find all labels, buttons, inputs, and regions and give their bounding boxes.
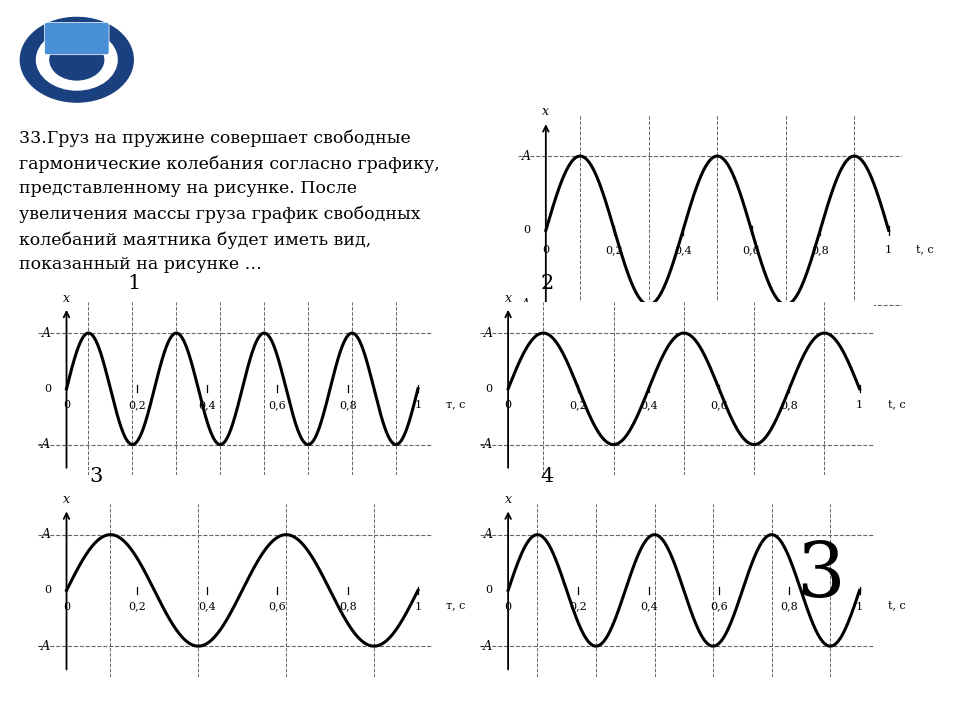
Text: 0: 0 — [486, 384, 492, 394]
Text: 0,8: 0,8 — [780, 601, 798, 611]
Text: 0,2: 0,2 — [128, 400, 146, 410]
Text: т, c: т, c — [446, 399, 466, 409]
FancyBboxPatch shape — [44, 22, 109, 55]
Text: -A: -A — [479, 639, 492, 652]
Text: 0: 0 — [542, 246, 549, 256]
Text: 1: 1 — [415, 400, 421, 410]
Text: 0: 0 — [44, 384, 51, 394]
Text: 4: 4 — [540, 467, 554, 486]
Text: 0,6: 0,6 — [710, 400, 728, 410]
Text: 0,4: 0,4 — [198, 400, 216, 410]
Text: -A: -A — [37, 639, 51, 652]
Text: 33.Груз на пружине совершает свободные
гармонические колебания согласно графику,: 33.Груз на пружине совершает свободные г… — [19, 130, 440, 274]
Text: t, c: t, c — [888, 600, 905, 611]
Text: 0,6: 0,6 — [743, 246, 760, 256]
Text: 2: 2 — [540, 274, 554, 293]
Text: 0: 0 — [486, 585, 492, 595]
Text: A: A — [42, 528, 51, 541]
Text: 0: 0 — [505, 400, 512, 410]
Text: -A: -A — [479, 438, 492, 451]
Text: t, c: t, c — [916, 244, 934, 253]
Text: t, c: t, c — [888, 399, 905, 409]
Text: 1: 1 — [856, 400, 863, 410]
Text: 0,2: 0,2 — [128, 601, 146, 611]
Text: A: A — [484, 327, 492, 340]
Text: 0,4: 0,4 — [198, 601, 216, 611]
Text: 0,8: 0,8 — [339, 400, 356, 410]
Text: x: x — [505, 292, 512, 305]
Text: 0,4: 0,4 — [674, 246, 692, 256]
Text: x: x — [63, 292, 70, 305]
Text: 0,4: 0,4 — [639, 400, 658, 410]
Text: 0,2: 0,2 — [569, 601, 588, 611]
Circle shape — [50, 40, 104, 80]
Text: 0: 0 — [63, 400, 70, 410]
Text: 1: 1 — [856, 601, 863, 611]
Text: 0: 0 — [44, 585, 51, 595]
Text: 0: 0 — [523, 225, 531, 235]
Text: 1: 1 — [128, 274, 141, 293]
Text: 0,4: 0,4 — [639, 601, 658, 611]
Text: 0,8: 0,8 — [339, 601, 356, 611]
Text: 1: 1 — [415, 601, 421, 611]
Text: x: x — [542, 105, 549, 119]
Circle shape — [36, 30, 117, 90]
Text: A: A — [521, 150, 531, 163]
Text: т, c: т, c — [446, 600, 466, 611]
Text: 0,2: 0,2 — [606, 246, 623, 256]
Text: A: A — [42, 327, 51, 340]
Text: 3: 3 — [797, 539, 845, 613]
Text: x: x — [63, 493, 70, 506]
Text: 0: 0 — [505, 601, 512, 611]
Text: -A: -A — [37, 438, 51, 451]
Text: 0,6: 0,6 — [269, 601, 286, 611]
Text: -A: -A — [517, 298, 531, 311]
Text: 0: 0 — [63, 601, 70, 611]
Circle shape — [20, 17, 133, 102]
Text: 0,8: 0,8 — [811, 246, 829, 256]
Text: 0,6: 0,6 — [710, 601, 728, 611]
Text: 1: 1 — [885, 246, 892, 256]
Text: 3: 3 — [89, 467, 103, 486]
Text: 0,6: 0,6 — [269, 400, 286, 410]
Text: РГУНС: РГУНС — [61, 93, 92, 102]
Text: A: A — [484, 528, 492, 541]
Text: 0,2: 0,2 — [569, 400, 588, 410]
Text: 0,8: 0,8 — [780, 400, 798, 410]
Text: x: x — [505, 493, 512, 506]
